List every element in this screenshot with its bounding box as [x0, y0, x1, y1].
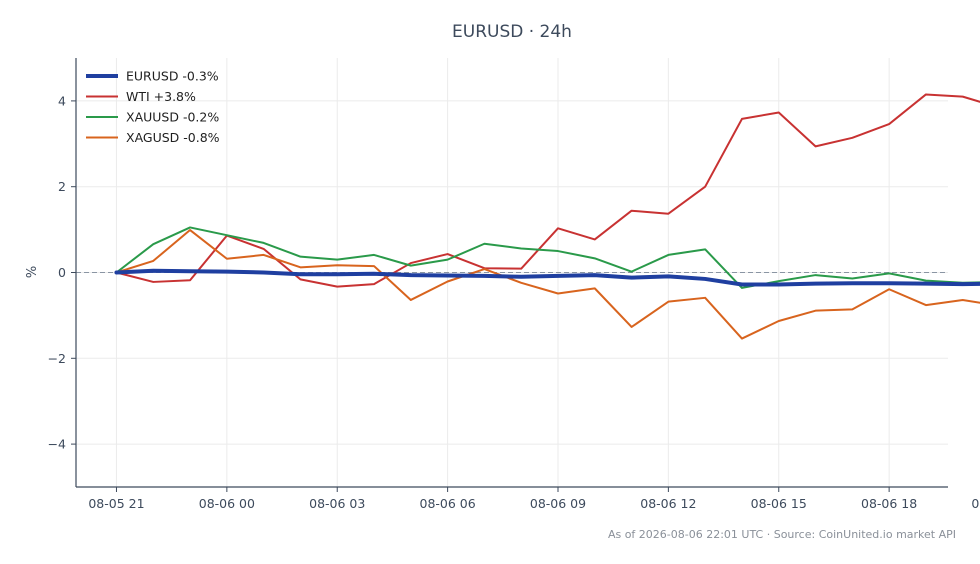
x-tick-label-7: 08-06 18 [861, 496, 917, 511]
y-tick-label-0: 4 [58, 93, 66, 108]
x-tick-label-5: 08-06 12 [640, 496, 696, 511]
y-axis-label: % [25, 266, 40, 278]
x-tick-label-8: 08-06 21 [971, 496, 980, 511]
tick-labels: 08-05 21 08-06 00 08-06 03 08-06 06 08-06 09… [48, 93, 980, 511]
x-tick-label-6: 08-06 15 [751, 496, 807, 511]
axes [71, 58, 948, 492]
series-line-xagusd [115, 229, 980, 340]
x-tick-label-4: 08-06 09 [530, 496, 586, 511]
series-line-wti [115, 93, 980, 288]
legend: EURUSD -0.3% WTI +3.8% XAUUSD -0.2% XAGUSD … [86, 69, 220, 145]
legend-label-wti: WTI +3.8% [126, 89, 196, 104]
legend-label-xauusd: XAUUSD -0.2% [126, 110, 219, 125]
y-tick-label-1: 2 [58, 179, 66, 194]
series-line-eurusd [114, 268, 980, 287]
legend-label-eurusd: EURUSD -0.3% [126, 69, 219, 84]
y-tick-label-2: 0 [58, 265, 66, 280]
series-lines [114, 93, 980, 340]
chart-title: EURUSD · 24h [452, 22, 572, 42]
x-tick-label-0: 08-05 21 [88, 496, 144, 511]
y-tick-label-4: −4 [48, 437, 66, 452]
x-tick-label-2: 08-06 03 [309, 496, 365, 511]
source-footnote: As of 2026-08-06 22:01 UTC · Source: Coi… [608, 528, 956, 541]
y-tick-label-3: −2 [48, 351, 66, 366]
series-line-xauusd [115, 226, 980, 289]
legend-label-xagusd: XAGUSD -0.8% [126, 130, 220, 145]
x-tick-label-1: 08-06 00 [199, 496, 255, 511]
x-tick-label-3: 08-06 06 [420, 496, 476, 511]
